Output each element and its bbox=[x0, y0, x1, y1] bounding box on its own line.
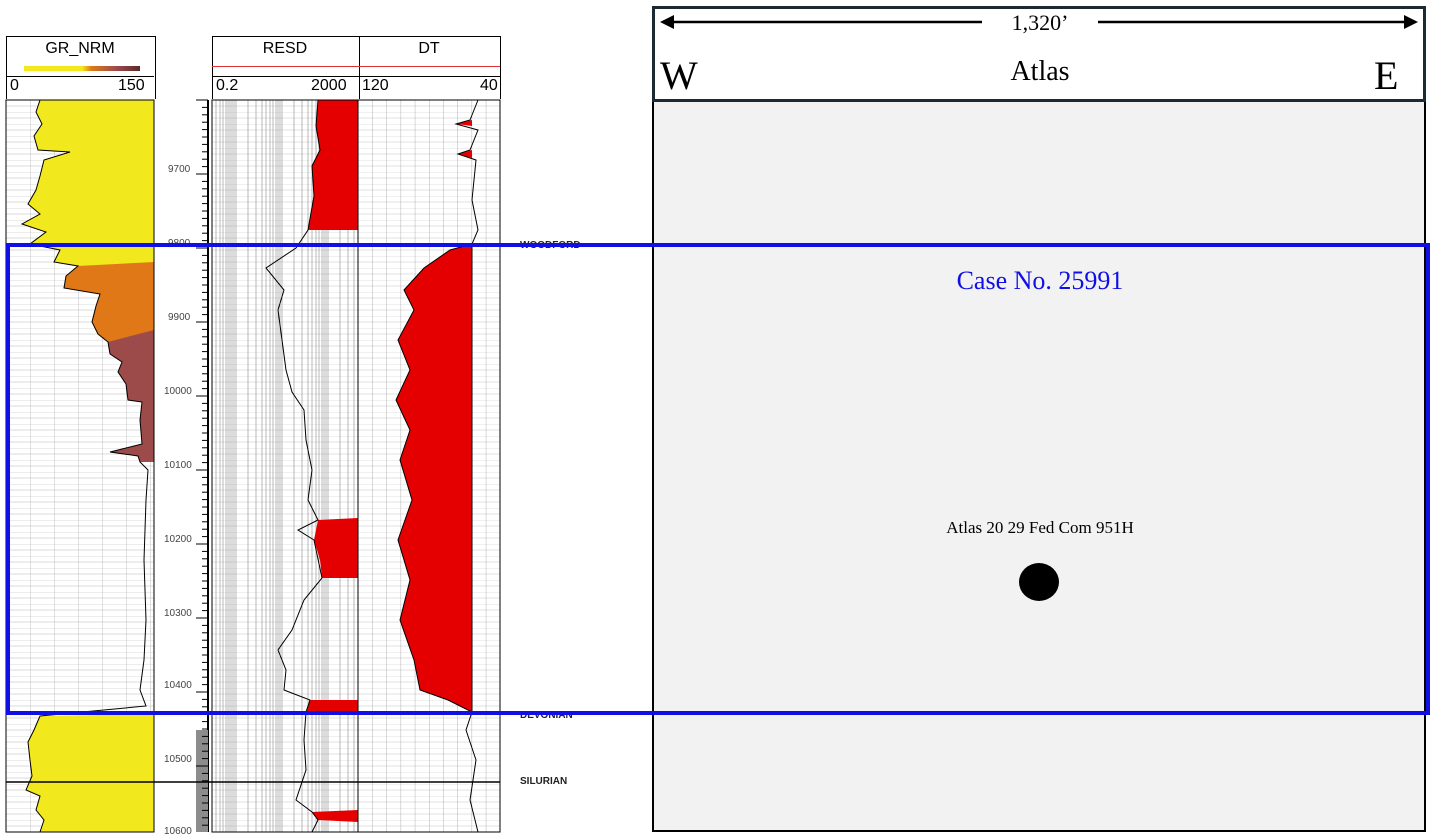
gr-curve bbox=[20, 99, 149, 833]
gr-scale-left: 0 bbox=[10, 77, 19, 94]
dt-curve bbox=[395, 99, 479, 833]
well-name: Atlas 20 29 Fed Com 951H bbox=[946, 518, 1134, 537]
resd-scale-right: 2000 bbox=[311, 77, 347, 94]
log-tracks-svg bbox=[5, 99, 501, 833]
east-label: E bbox=[1374, 53, 1399, 98]
resd-fill bbox=[306, 100, 358, 822]
case-interval-box bbox=[6, 243, 1430, 715]
depth-label: 9900 bbox=[168, 312, 191, 323]
unit-name: Atlas bbox=[1010, 56, 1070, 87]
resd-track-name: RESD bbox=[262, 40, 308, 57]
resd-track-header bbox=[212, 36, 360, 99]
formation-top-label: DEVONIAN bbox=[520, 710, 573, 721]
dt-track-header bbox=[358, 36, 501, 99]
dt-track-name: DT bbox=[418, 40, 440, 57]
west-label: W bbox=[660, 53, 698, 98]
gr-track-name: GR_NRM bbox=[45, 40, 115, 57]
depth-label: 9700 bbox=[168, 164, 191, 175]
depth-label: 10500 bbox=[164, 754, 192, 765]
dt-scale-right: 40 bbox=[480, 77, 498, 94]
dt-fill bbox=[396, 120, 472, 712]
plat-panel bbox=[652, 100, 1426, 832]
depth-label: 10000 bbox=[164, 386, 192, 397]
distance-arrow bbox=[660, 15, 1418, 29]
gr-fill bbox=[22, 100, 154, 832]
gr-color-scale bbox=[24, 66, 140, 71]
resd-curve bbox=[265, 99, 323, 833]
formation-top-label: SILURIAN bbox=[520, 776, 568, 787]
depth-label: 10400 bbox=[164, 680, 192, 691]
depth-label: 10600 bbox=[164, 826, 192, 837]
gr-track-header bbox=[6, 36, 156, 99]
depth-label: 10200 bbox=[164, 534, 192, 545]
case-label: Case No. 25991 bbox=[956, 266, 1124, 295]
depth-label: 10300 bbox=[164, 608, 192, 619]
well-location-marker bbox=[1019, 563, 1059, 601]
depth-ticks bbox=[196, 99, 208, 826]
distance-label: 1,320’ bbox=[1011, 10, 1069, 35]
dt-scale-left: 120 bbox=[362, 77, 389, 94]
gr-scale-right: 150 bbox=[118, 77, 145, 94]
resd-scale-left: 0.2 bbox=[216, 77, 239, 94]
depth-label: 10100 bbox=[164, 460, 192, 471]
well-log: GR_NRM 0 150 RESD 0.2 2000 DT 120 40 bbox=[0, 0, 600, 838]
